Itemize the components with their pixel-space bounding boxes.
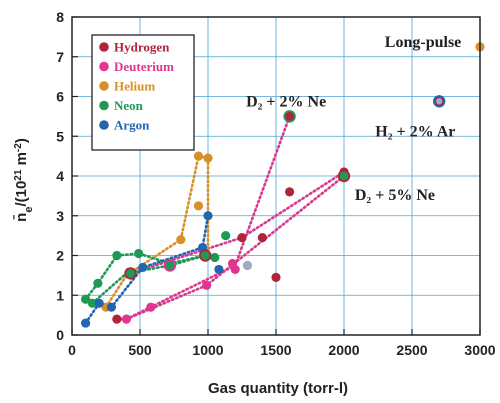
y-title-sup1: 21 [13,169,24,181]
annotations: Long-pulse D₂ + 2% Ne H₂ + 2% Ar D₂ + 5% Ne [246,34,461,204]
big-marker [126,268,135,278]
point-neon [134,248,144,259]
legend-label-argon: Argon [114,118,150,133]
y-title-tail: ) [13,138,30,143]
point-neon [93,278,103,288]
big-marker [285,111,294,121]
legend-marker-deuterium [99,61,109,72]
point-deuterium [202,280,212,290]
y-title-mid2: m [13,152,30,170]
annotation-d-5-ne: D₂ + 5% Ne [355,187,435,204]
legend-label-deuterium: Deuterium [114,59,174,74]
annotation-d-2-ne: D₂ + 2% Ne [246,93,326,110]
y-tick-label: 1 [56,287,64,303]
svg-text:n̄e/(1021 m-2): n̄e/(1021 m-2) [12,138,35,222]
legend-marker-argon [99,120,109,130]
y-axis-title: n̄e/(1021 m-2) [12,138,35,222]
point-neon [210,252,220,263]
y-tick-label: 3 [56,208,64,224]
axis-ticks: 0 500 1000 1500 2000 2500 3000 0 1 2 3 4 5 6 7 8 [56,9,496,358]
annotation-long-pulse: Long-pulse [385,34,461,51]
point-argon [106,302,117,312]
point-helium [193,151,204,161]
point-argon [138,262,148,273]
y-tick-label: 4 [56,168,64,184]
point-hydrogen [237,233,247,243]
legend-box [91,34,195,151]
point-neon [221,231,231,241]
point-helium [203,153,213,163]
point-argon [214,264,224,275]
point-hydrogen [285,187,295,197]
y-tick-label: 7 [56,49,64,65]
y-tick-label: 8 [56,9,64,25]
big-marker-inner [436,98,443,105]
y-tick-label: 5 [56,128,64,144]
series-line [104,154,210,309]
legend-label-hydrogen: Hydrogen [114,40,170,55]
point-helium [193,201,204,211]
point-neon [112,250,122,261]
y-title-main: n̄ [12,213,30,222]
legend: Hydrogen Deuterium Helium Neon Argon [91,34,195,151]
point-deuterium [146,302,156,312]
legend-marker-neon [99,100,109,111]
legend-label-neon: Neon [114,98,144,113]
point-hydrogen [271,272,281,282]
point-argon [94,298,104,308]
annotation-h-2-ar: H₂ + 2% Ar [375,123,455,140]
legend-marker-helium [99,81,109,91]
y-tick-label: 6 [56,89,64,105]
big-marker [339,171,349,181]
point-hydrogen [257,233,267,243]
legend-marker-hydrogen [99,42,109,52]
data-points [81,42,485,328]
x-tick-label: 1500 [260,342,291,358]
point-helium [176,235,186,245]
point-deuterium [121,314,131,324]
x-tick-label: 500 [128,342,152,358]
point-argon [203,211,213,221]
point-other [242,260,253,271]
x-tick-label: 0 [68,342,76,358]
y-tick-label: 0 [56,327,64,343]
x-axis-title: Gas quantity (torr-l) [208,380,348,397]
point-hydrogen [112,314,122,324]
series-line [125,174,346,321]
y-title-sub: e [23,207,35,213]
point-deuterium [227,258,238,269]
x-tick-label: 2500 [396,342,427,358]
point-argon [81,318,91,328]
point-neon [81,294,91,304]
x-tick-label: 3000 [464,342,495,358]
point-neon [87,298,97,308]
big-marker [200,251,210,260]
x-tick-label: 1000 [192,342,223,358]
series-line [115,115,291,321]
y-title-mid: /(10 [13,181,30,207]
x-tick-label: 2000 [328,342,359,358]
y-tick-label: 2 [56,248,64,264]
big-marker [165,261,175,270]
y-title-sup2: -2 [13,143,24,152]
legend-label-helium: Helium [114,79,155,94]
